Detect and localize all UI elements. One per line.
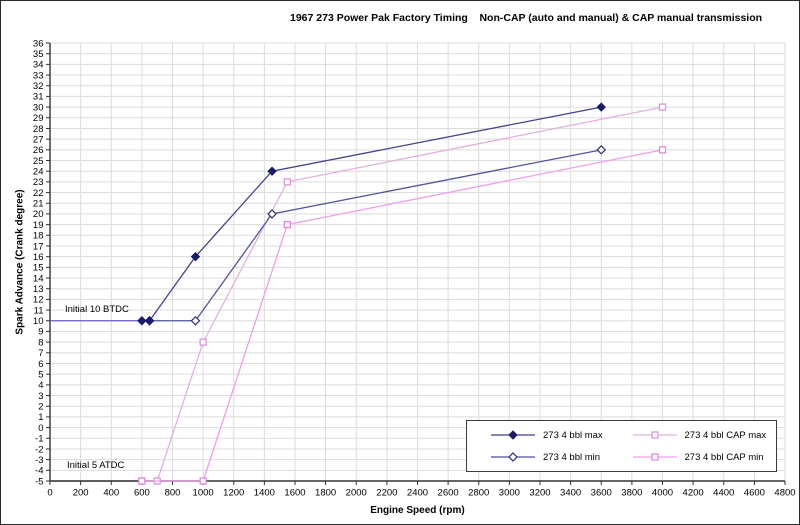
svg-text:2600: 2600 (438, 488, 459, 499)
svg-text:23: 23 (33, 177, 44, 188)
legend-item-273-4-bbl-max: 273 4 bbl max (491, 430, 633, 441)
annotation-lines (50, 320, 142, 482)
svg-text:400: 400 (103, 488, 119, 499)
svg-text:-2: -2 (35, 444, 43, 455)
svg-text:4200: 4200 (683, 488, 704, 499)
svg-text:8: 8 (38, 337, 43, 348)
svg-text:0: 0 (38, 423, 43, 434)
svg-text:19: 19 (33, 220, 44, 231)
gridlines (50, 42, 786, 481)
svg-text:3: 3 (38, 391, 43, 402)
svg-text:33: 33 (33, 70, 44, 81)
svg-text:2000: 2000 (346, 488, 367, 499)
svg-text:3400: 3400 (560, 488, 581, 499)
svg-text:600: 600 (134, 488, 150, 499)
legend-diamond-open-icon (491, 452, 535, 462)
svg-text:800: 800 (165, 488, 181, 499)
svg-text:17: 17 (33, 241, 44, 252)
svg-text:1800: 1800 (315, 488, 336, 499)
y-axis-title: Spark Advance (Crank degree) (14, 189, 26, 335)
svg-text:2400: 2400 (407, 488, 428, 499)
svg-text:2: 2 (38, 402, 43, 413)
svg-text:3800: 3800 (621, 488, 642, 499)
chart-title: 1967 273 Power Pak Factory Timing Non-CA… (290, 12, 763, 24)
svg-text:29: 29 (33, 113, 44, 124)
annotation-initial-10-btdc: Initial 10 BTDC (65, 304, 129, 315)
svg-text:200: 200 (73, 488, 89, 499)
svg-text:7: 7 (38, 348, 43, 359)
svg-text:36: 36 (33, 38, 44, 49)
svg-text:10: 10 (33, 316, 44, 327)
series-273-4-bbl-cap-min (138, 146, 667, 485)
svg-text:0: 0 (47, 488, 52, 499)
legend-item-273-4-bbl-cap-min: 273 4 bbl CAP min (632, 451, 775, 463)
svg-text:-1: -1 (35, 434, 43, 445)
svg-text:11: 11 (34, 305, 44, 316)
legend-diamond-filled-icon (491, 430, 535, 440)
svg-text:-5: -5 (35, 476, 43, 487)
svg-text:14: 14 (33, 273, 44, 284)
series-273-4-bbl-max (137, 102, 606, 326)
legend-square-open-icon (632, 453, 677, 461)
svg-text:25: 25 (33, 156, 44, 167)
svg-text:5: 5 (38, 369, 43, 380)
svg-text:15: 15 (33, 263, 44, 274)
svg-text:3200: 3200 (529, 488, 550, 499)
svg-text:30: 30 (33, 102, 44, 113)
svg-text:18: 18 (33, 231, 44, 242)
svg-text:27: 27 (33, 134, 44, 145)
svg-text:4600: 4600 (744, 488, 765, 499)
svg-text:2200: 2200 (376, 488, 397, 499)
svg-text:21: 21 (33, 199, 44, 210)
svg-text:-3: -3 (35, 455, 43, 466)
svg-text:4400: 4400 (713, 488, 734, 499)
svg-text:4: 4 (38, 380, 43, 391)
svg-text:22: 22 (33, 188, 44, 199)
svg-text:12: 12 (33, 295, 44, 306)
svg-text:4800: 4800 (774, 488, 795, 499)
x-axis-ticks: 0 200 400 600 800 1000 1200 1400 1600 1800 2000 220… (47, 481, 796, 499)
svg-text:2800: 2800 (468, 488, 489, 499)
svg-text:1: 1 (38, 412, 43, 423)
svg-text:3600: 3600 (591, 488, 612, 499)
svg-text:32: 32 (33, 81, 44, 92)
legend-label: 273 4 bbl CAP max (684, 429, 767, 441)
legend: 273 4 bbl max 273 4 bbl min 273 4 bbl CAP … (466, 420, 777, 472)
svg-text:9: 9 (38, 327, 43, 338)
svg-text:-4: -4 (35, 466, 43, 477)
x-axis-title: Engine Speed (rpm) (370, 505, 465, 516)
svg-text:26: 26 (33, 145, 44, 156)
svg-text:1000: 1000 (193, 488, 214, 499)
svg-text:1200: 1200 (223, 488, 244, 499)
legend-label: 273 4 bbl max (543, 429, 603, 441)
svg-text:28: 28 (33, 124, 44, 135)
svg-text:35: 35 (33, 49, 44, 60)
svg-text:1400: 1400 (254, 488, 275, 499)
svg-text:4000: 4000 (652, 488, 673, 499)
svg-text:3000: 3000 (499, 488, 520, 499)
svg-text:24: 24 (33, 166, 44, 177)
svg-text:20: 20 (33, 209, 44, 220)
legend-square-open-icon (632, 431, 677, 439)
annotation-initial-5-atdc: Initial 5 ATDC (67, 460, 125, 471)
legend-item-273-4-bbl-min: 273 4 bbl min (491, 452, 633, 463)
legend-item-273-4-bbl-cap-max: 273 4 bbl CAP max (632, 429, 775, 441)
svg-text:31: 31 (33, 92, 44, 103)
svg-text:34: 34 (33, 60, 44, 71)
svg-text:1600: 1600 (284, 488, 305, 499)
legend-label: 273 4 bbl min (543, 451, 601, 463)
svg-text:13: 13 (33, 284, 44, 295)
y-axis-ticks: 3635343332313029282726252423222120191817… (33, 38, 50, 487)
legend-label: 273 4 bbl CAP min (684, 451, 764, 463)
svg-text:6: 6 (38, 359, 43, 370)
svg-text:16: 16 (33, 252, 44, 263)
